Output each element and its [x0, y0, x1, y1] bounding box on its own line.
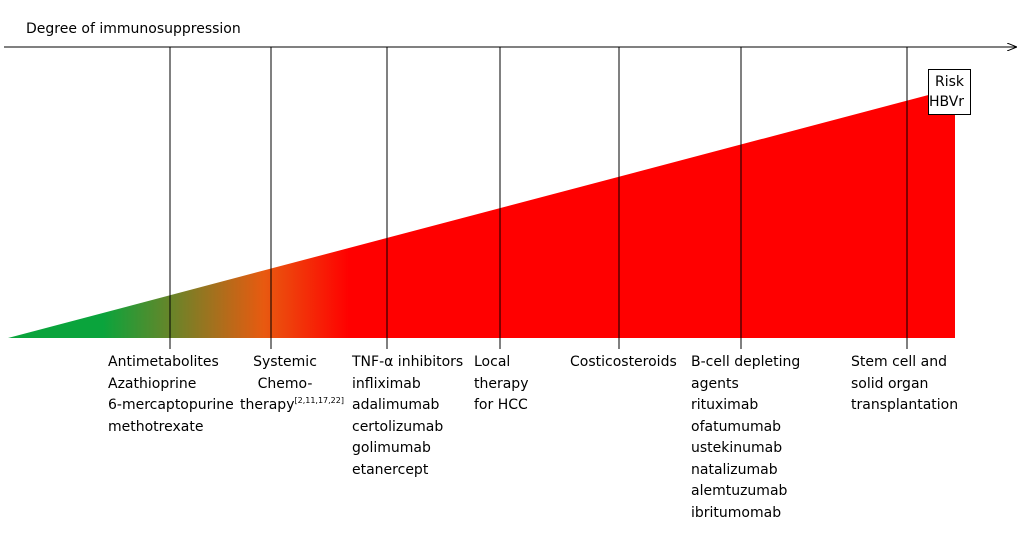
risk-label: Risk: [934, 74, 964, 90]
category-line: therapy: [240, 397, 295, 413]
category-line: for HCC: [474, 397, 528, 413]
category-line: 6-mercaptopurine: [108, 397, 234, 413]
category-line: Local: [474, 354, 511, 370]
category-line: B-cell depleting: [691, 354, 801, 370]
category-b-cell-depleting: B-cell depleting agents rituximab ofatum…: [691, 352, 800, 524]
category-line: certolizumab: [352, 418, 444, 435]
category-tnf-inhibitors: TNF-α inhibitors infliximab adalimumab c…: [352, 352, 463, 481]
category-line: methotrexate: [108, 418, 204, 435]
category-corticosteroids: Costicosteroids: [570, 352, 677, 374]
category-line: ofatumumab: [691, 418, 782, 435]
category-line: Antimetabolites: [108, 354, 219, 370]
category-transplantation: Stem cell and solid organ transplantatio…: [851, 352, 958, 417]
category-local-therapy: Local therapy for HCC: [474, 352, 528, 417]
citation-superscript: [2,11,17,22]: [294, 396, 344, 405]
category-line: ibritumomab: [691, 504, 782, 521]
risk-hbvr-box: Risk HBVr: [928, 69, 971, 115]
category-line: TNF-α inhibitors: [352, 354, 464, 370]
category-line: infliximab: [352, 375, 421, 392]
category-line: etanercept: [352, 461, 429, 478]
category-line: adalimumab: [352, 397, 440, 413]
hbvr-label: HBVr: [929, 94, 965, 110]
axis-title: Degree of immunosuppression: [26, 21, 241, 37]
category-line: natalizumab: [691, 461, 778, 478]
category-line: transplantation: [851, 397, 959, 413]
category-divider-lines: [169, 47, 908, 349]
category-line: rituximab: [691, 397, 759, 413]
category-line-with-citation: therapy[2,11,17,22]: [240, 395, 344, 417]
category-line: alemtuzumab: [691, 483, 788, 499]
category-line: Chemo-: [257, 375, 313, 392]
category-line: ustekinumab: [691, 440, 783, 456]
category-line: agents: [691, 375, 739, 392]
category-line: Costicosteroids: [570, 354, 677, 370]
category-line: solid organ: [851, 375, 929, 392]
category-antimetabolites: Antimetabolites Azathioprine 6-mercaptop…: [108, 352, 234, 438]
category-line: golimumab: [352, 440, 431, 456]
category-line: Azathioprine: [108, 375, 197, 392]
category-line: Stem cell and: [851, 354, 947, 370]
category-line: Systemic: [253, 354, 317, 370]
category-chemotherapy: Systemic Chemo- therapy[2,11,17,22]: [240, 352, 344, 417]
category-line: therapy: [474, 375, 529, 392]
risk-gradient-wedge: [8, 88, 955, 338]
